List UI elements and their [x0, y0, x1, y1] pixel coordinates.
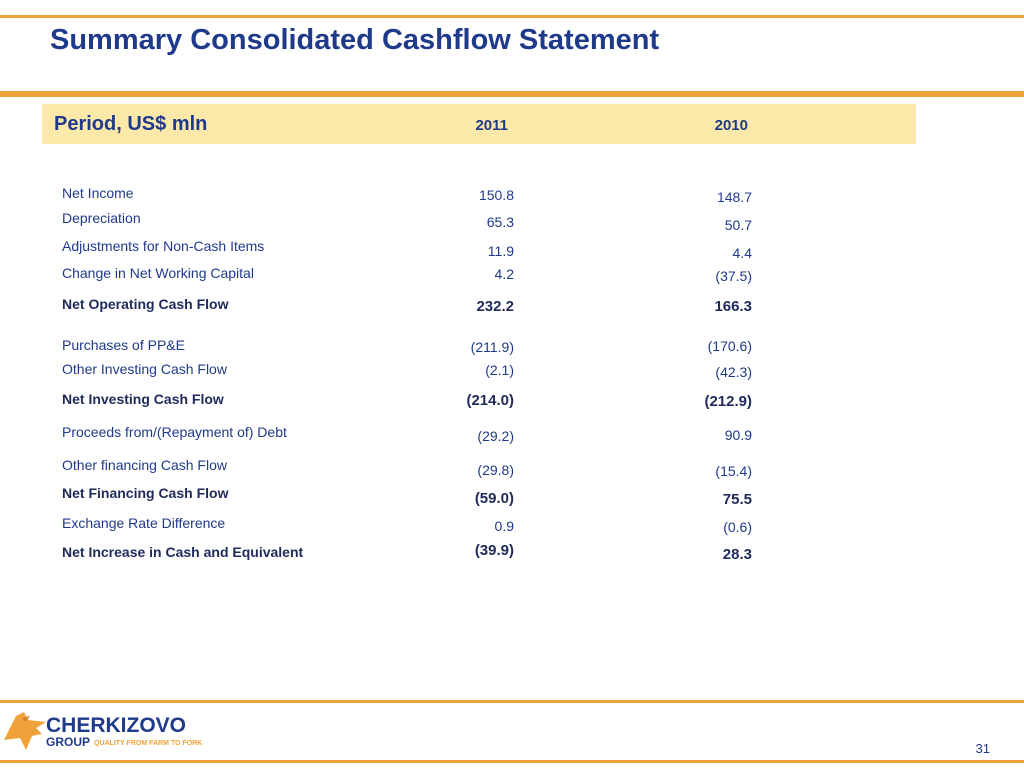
value-2010: 4.4	[732, 245, 752, 261]
title-underline-rule	[0, 91, 1024, 97]
value-2010: (37.5)	[715, 268, 752, 284]
row-label: Depreciation	[62, 210, 141, 226]
value-2010: (0.6)	[723, 519, 752, 535]
value-2010: 148.7	[716, 189, 752, 205]
value-2011: (39.9)	[474, 542, 514, 559]
value-2011: (29.8)	[477, 462, 514, 478]
logo-tagline: QUALITY FROM FARM TO FORK	[94, 740, 202, 747]
table-row: Proceeds from/(Repayment of) Debt (29.2)…	[0, 424, 1024, 448]
value-2011: (29.2)	[477, 428, 514, 444]
value-2010: (170.6)	[707, 338, 752, 354]
period-header-label: Period, US$ mln	[54, 113, 208, 135]
value-2011: 232.2	[476, 298, 514, 315]
value-2010: (15.4)	[715, 463, 752, 479]
row-label: Net Financing Cash Flow	[62, 485, 229, 501]
value-2011: 150.8	[478, 187, 514, 203]
value-2011: 65.3	[486, 214, 514, 230]
row-label: Purchases of PP&E	[62, 337, 185, 353]
cherkizovo-logo: CHERKIZOVO GROUP QUALITY FROM FARM TO FO…	[4, 712, 202, 750]
logo-name: CHERKIZOVO	[46, 714, 186, 737]
value-2011: 0.9	[494, 518, 514, 534]
table-row: Other financing Cash Flow (29.8) (15.4)	[0, 457, 1024, 481]
rooster-icon	[4, 712, 46, 750]
table-row-total: Net Increase in Cash and Equivalent (39.…	[0, 542, 1024, 568]
value-2011: 11.9	[487, 243, 514, 259]
table-row: Other Investing Cash Flow (2.1) (42.3)	[0, 361, 1024, 385]
value-2010: (212.9)	[704, 393, 752, 410]
table-header-band: Period, US$ mln 2011 2010	[42, 104, 916, 144]
row-label: Change in Net Working Capital	[62, 265, 254, 281]
value-2011: (214.0)	[466, 392, 514, 409]
table-row: Adjustments for Non-Cash Items 11.9 4.4	[0, 238, 1024, 262]
page-title: Summary Consolidated Cashflow Statement	[50, 24, 660, 56]
logo-group: GROUP	[46, 735, 90, 749]
year-2011-header: 2011	[475, 117, 508, 134]
row-label: Other Investing Cash Flow	[62, 361, 227, 377]
footer-rule	[0, 700, 1024, 703]
value-2010: (42.3)	[715, 364, 752, 380]
row-label: Other financing Cash Flow	[62, 457, 227, 473]
top-rule	[0, 15, 1024, 18]
year-2010-header: 2010	[714, 117, 748, 134]
table-row-total: Net Investing Cash Flow (214.0) (212.9)	[0, 391, 1024, 415]
table-row: Exchange Rate Difference 0.9 (0.6)	[0, 515, 1024, 539]
value-2010: 90.9	[724, 427, 752, 443]
value-2011: (59.0)	[474, 490, 514, 507]
row-label: Net Income	[62, 185, 134, 201]
value-2011: (2.1)	[485, 362, 514, 378]
bottom-rule	[0, 760, 1024, 763]
row-label: Net Operating Cash Flow	[62, 296, 229, 312]
value-2010: 166.3	[714, 298, 752, 315]
table-row: Net Income 150.8 148.7	[0, 185, 1024, 209]
table-row-total: Net Operating Cash Flow 232.2 166.3	[0, 296, 1024, 320]
table-row: Purchases of PP&E (211.9) (170.6)	[0, 337, 1024, 361]
value-2011: 4.2	[494, 266, 514, 282]
table-row: Depreciation 65.3 50.7	[0, 210, 1024, 234]
row-label: Proceeds from/(Repayment of) Debt	[62, 424, 287, 440]
row-label: Exchange Rate Difference	[62, 515, 226, 531]
row-label: Net Increase in Cash and Equivalent	[62, 544, 304, 560]
value-2010: 28.3	[722, 546, 752, 563]
page-number: 31	[975, 741, 990, 756]
value-2010: 75.5	[722, 491, 752, 508]
table-row: Change in Net Working Capital 4.2 (37.5)	[0, 265, 1024, 289]
row-label: Adjustments for Non-Cash Items	[62, 238, 265, 254]
value-2010: 50.7	[724, 217, 752, 233]
value-2011: (211.9)	[470, 339, 514, 355]
table-row-total: Net Financing Cash Flow (59.0) 75.5	[0, 485, 1024, 509]
row-label: Net Investing Cash Flow	[62, 391, 224, 407]
